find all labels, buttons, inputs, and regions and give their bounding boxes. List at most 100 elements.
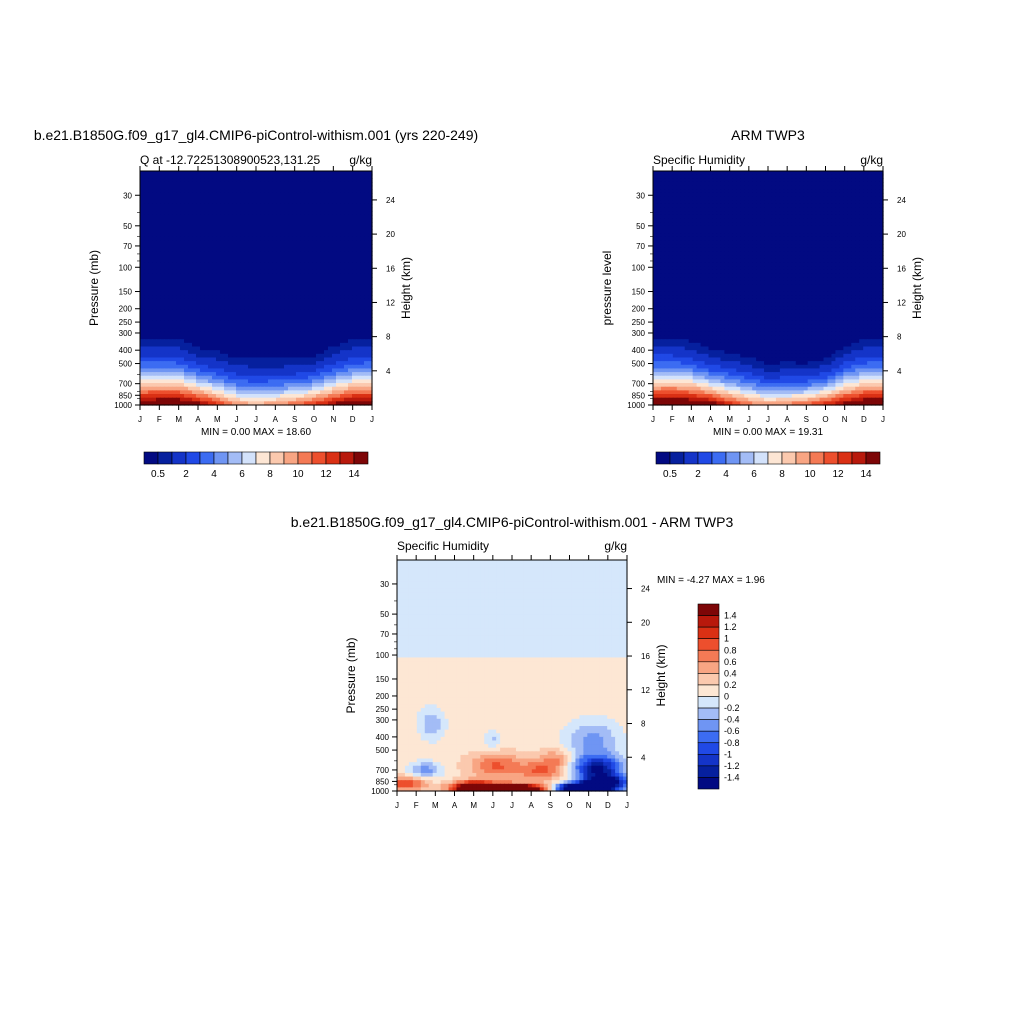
heatmap-cell (336, 401, 341, 406)
heatmap-cell (140, 258, 145, 264)
heatmap-cell (316, 401, 321, 406)
heatmap-cell (256, 277, 261, 282)
heatmap-cell (276, 207, 281, 212)
heatmap-cell (284, 368, 289, 373)
heatmap-cell (688, 181, 694, 187)
heatmap-cell (232, 350, 237, 355)
heatmap-cell (368, 372, 373, 377)
heatmap-cell (700, 185, 706, 190)
heatmap-cell (779, 185, 785, 190)
heatmap-cell (184, 236, 189, 242)
heatmap-cell (296, 269, 301, 274)
heatmap-cell (356, 277, 361, 282)
heatmap-cell (360, 302, 365, 307)
heatmap-cell (200, 317, 205, 322)
heatmap-cell (320, 379, 325, 384)
heatmap-cell (292, 372, 297, 377)
heatmap-cell (260, 200, 265, 205)
heatmap-cell (216, 383, 221, 388)
heatmap-cell (200, 262, 205, 267)
heatmap-cell (288, 306, 293, 311)
heatmap-cell (268, 331, 273, 337)
heatmap-cell (228, 383, 233, 388)
heatmap-cell (316, 203, 321, 209)
heatmap-cell (192, 342, 197, 348)
heatmap-cell (264, 185, 269, 190)
heatmap-cell (168, 207, 173, 212)
heatmap-cell (744, 200, 749, 205)
heatmap-cell (308, 174, 313, 179)
heatmap-cell (264, 309, 269, 315)
heatmap-cell (232, 320, 237, 326)
heatmap-cell (152, 207, 157, 212)
heatmap-cell (732, 240, 737, 245)
heatmap-cell (156, 280, 161, 285)
heatmap-cell (272, 222, 277, 227)
heatmap-cell (148, 339, 153, 344)
heatmap-cell (256, 339, 261, 344)
heatmap-cell (168, 291, 173, 296)
heatmap-cell (212, 394, 217, 399)
heatmap-cell (348, 284, 353, 289)
heatmap-cell (252, 181, 257, 187)
heatmap-cell (851, 174, 856, 179)
heatmap-cell (200, 222, 205, 227)
heatmap-cell (300, 225, 305, 231)
heatmap-cell (344, 298, 349, 304)
heatmap-cell (148, 247, 153, 253)
heatmap-cell (368, 277, 373, 282)
heatmap-cell (216, 331, 221, 337)
heatmap-cell (312, 240, 317, 245)
heatmap-cell (244, 185, 249, 190)
heatmap-cell (252, 375, 257, 381)
heatmap-cell (232, 375, 237, 381)
heatmap-cell (664, 200, 670, 205)
heatmap-cell (176, 196, 181, 201)
heatmap-cell (839, 200, 844, 205)
heatmap-cell (332, 218, 337, 223)
heatmap-cell (160, 383, 165, 388)
heatmap-cell (779, 240, 785, 245)
heatmap-cell (256, 394, 261, 399)
heatmap-cell (304, 386, 309, 391)
heatmap-cell (308, 317, 313, 322)
heatmap-cell (304, 397, 309, 402)
heatmap-cell (280, 383, 285, 388)
heatmap-cell (208, 192, 213, 198)
heatmap-cell (324, 342, 329, 348)
heatmap-cell (276, 200, 281, 205)
heatmap-cell (676, 203, 682, 209)
heatmap-cell (168, 240, 173, 245)
heatmap-cell (716, 211, 722, 216)
heatmap-cell (188, 306, 193, 311)
heatmap-cell (260, 214, 265, 220)
heatmap-cell (352, 244, 357, 249)
heatmap-cell (787, 236, 793, 242)
heatmap-cell (160, 295, 165, 300)
heatmap-cell (843, 207, 848, 212)
heatmap-cell (216, 251, 221, 256)
heatmap-cell (360, 229, 365, 234)
heatmap-cell (344, 288, 349, 293)
heatmap-cell (304, 379, 309, 384)
heatmap-cell (152, 390, 157, 395)
heatmap-cell (232, 339, 237, 344)
heatmap-cell (324, 266, 329, 271)
heatmap-cell (288, 255, 293, 260)
heatmap-cell (799, 203, 805, 209)
heatmap-cell (200, 255, 205, 260)
heatmap-cell (156, 229, 161, 234)
heatmap-cell (208, 218, 213, 223)
heatmap-cell (256, 229, 261, 234)
heatmap-cell (300, 342, 305, 348)
heatmap-cell (316, 185, 321, 190)
heatmap-cell (224, 178, 229, 183)
heatmap-cell (240, 372, 245, 377)
heatmap-cell (168, 324, 173, 329)
heatmap-cell (260, 394, 265, 399)
heatmap-cell (256, 291, 261, 296)
heatmap-cell (352, 317, 357, 322)
heatmap-cell (248, 353, 253, 359)
heatmap-cell (196, 291, 201, 296)
heatmap-cell (264, 328, 269, 333)
